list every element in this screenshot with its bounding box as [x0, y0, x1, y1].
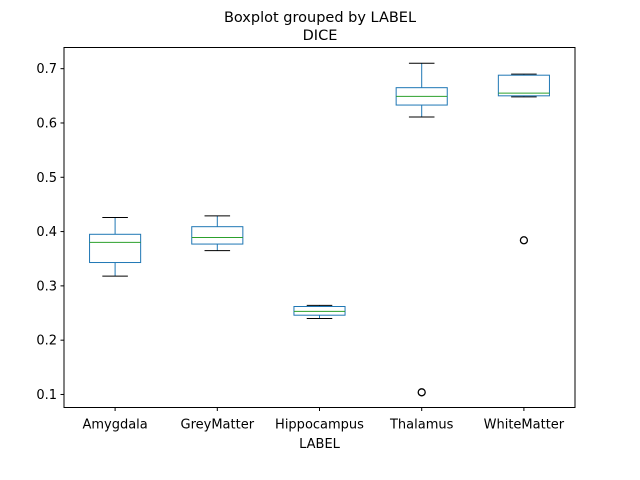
y-tick-label: 0.7 — [36, 62, 57, 77]
x-tick-label: GreyMatter — [181, 418, 255, 433]
chart-title: DICE — [303, 28, 338, 44]
box-iqr — [293, 306, 346, 316]
x-axis-label: LABEL — [299, 437, 341, 452]
box-iqr — [191, 226, 244, 245]
box-group — [89, 216, 142, 277]
box-iqr — [497, 74, 550, 97]
box-group — [191, 215, 244, 252]
x-tick-label: Hippocampus — [275, 418, 364, 433]
y-tick-label: 0.2 — [36, 334, 57, 349]
y-tick-label: 0.3 — [36, 279, 57, 294]
y-tick-label: 0.1 — [36, 388, 57, 403]
box-group — [293, 304, 346, 319]
box-group — [395, 62, 448, 397]
box-iqr — [89, 233, 142, 264]
y-tick-label: 0.6 — [36, 116, 57, 131]
y-tick-label: 0.4 — [36, 225, 57, 240]
plot-area — [89, 62, 550, 397]
x-tick-label: Amygdala — [82, 418, 147, 433]
x-tick-label: Thalamus — [389, 418, 454, 433]
box-group — [497, 73, 550, 245]
y-tick-label: 0.5 — [36, 171, 57, 186]
outlier-point — [417, 388, 426, 397]
x-tick-label: WhiteMatter — [484, 418, 565, 433]
outlier-point — [519, 236, 529, 245]
plot-frame — [63, 47, 576, 408]
chart-suptitle: Boxplot grouped by LABEL — [224, 10, 416, 26]
